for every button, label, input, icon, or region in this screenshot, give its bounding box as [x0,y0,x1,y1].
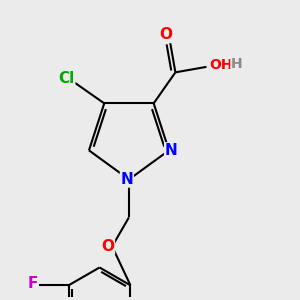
Text: Cl: Cl [58,71,75,86]
Text: OH: OH [209,58,233,72]
Text: O: O [101,239,114,254]
Text: N: N [165,143,178,158]
Text: F: F [28,276,38,291]
Text: O: O [159,28,172,43]
Text: H: H [231,57,243,71]
Text: N: N [121,172,133,187]
